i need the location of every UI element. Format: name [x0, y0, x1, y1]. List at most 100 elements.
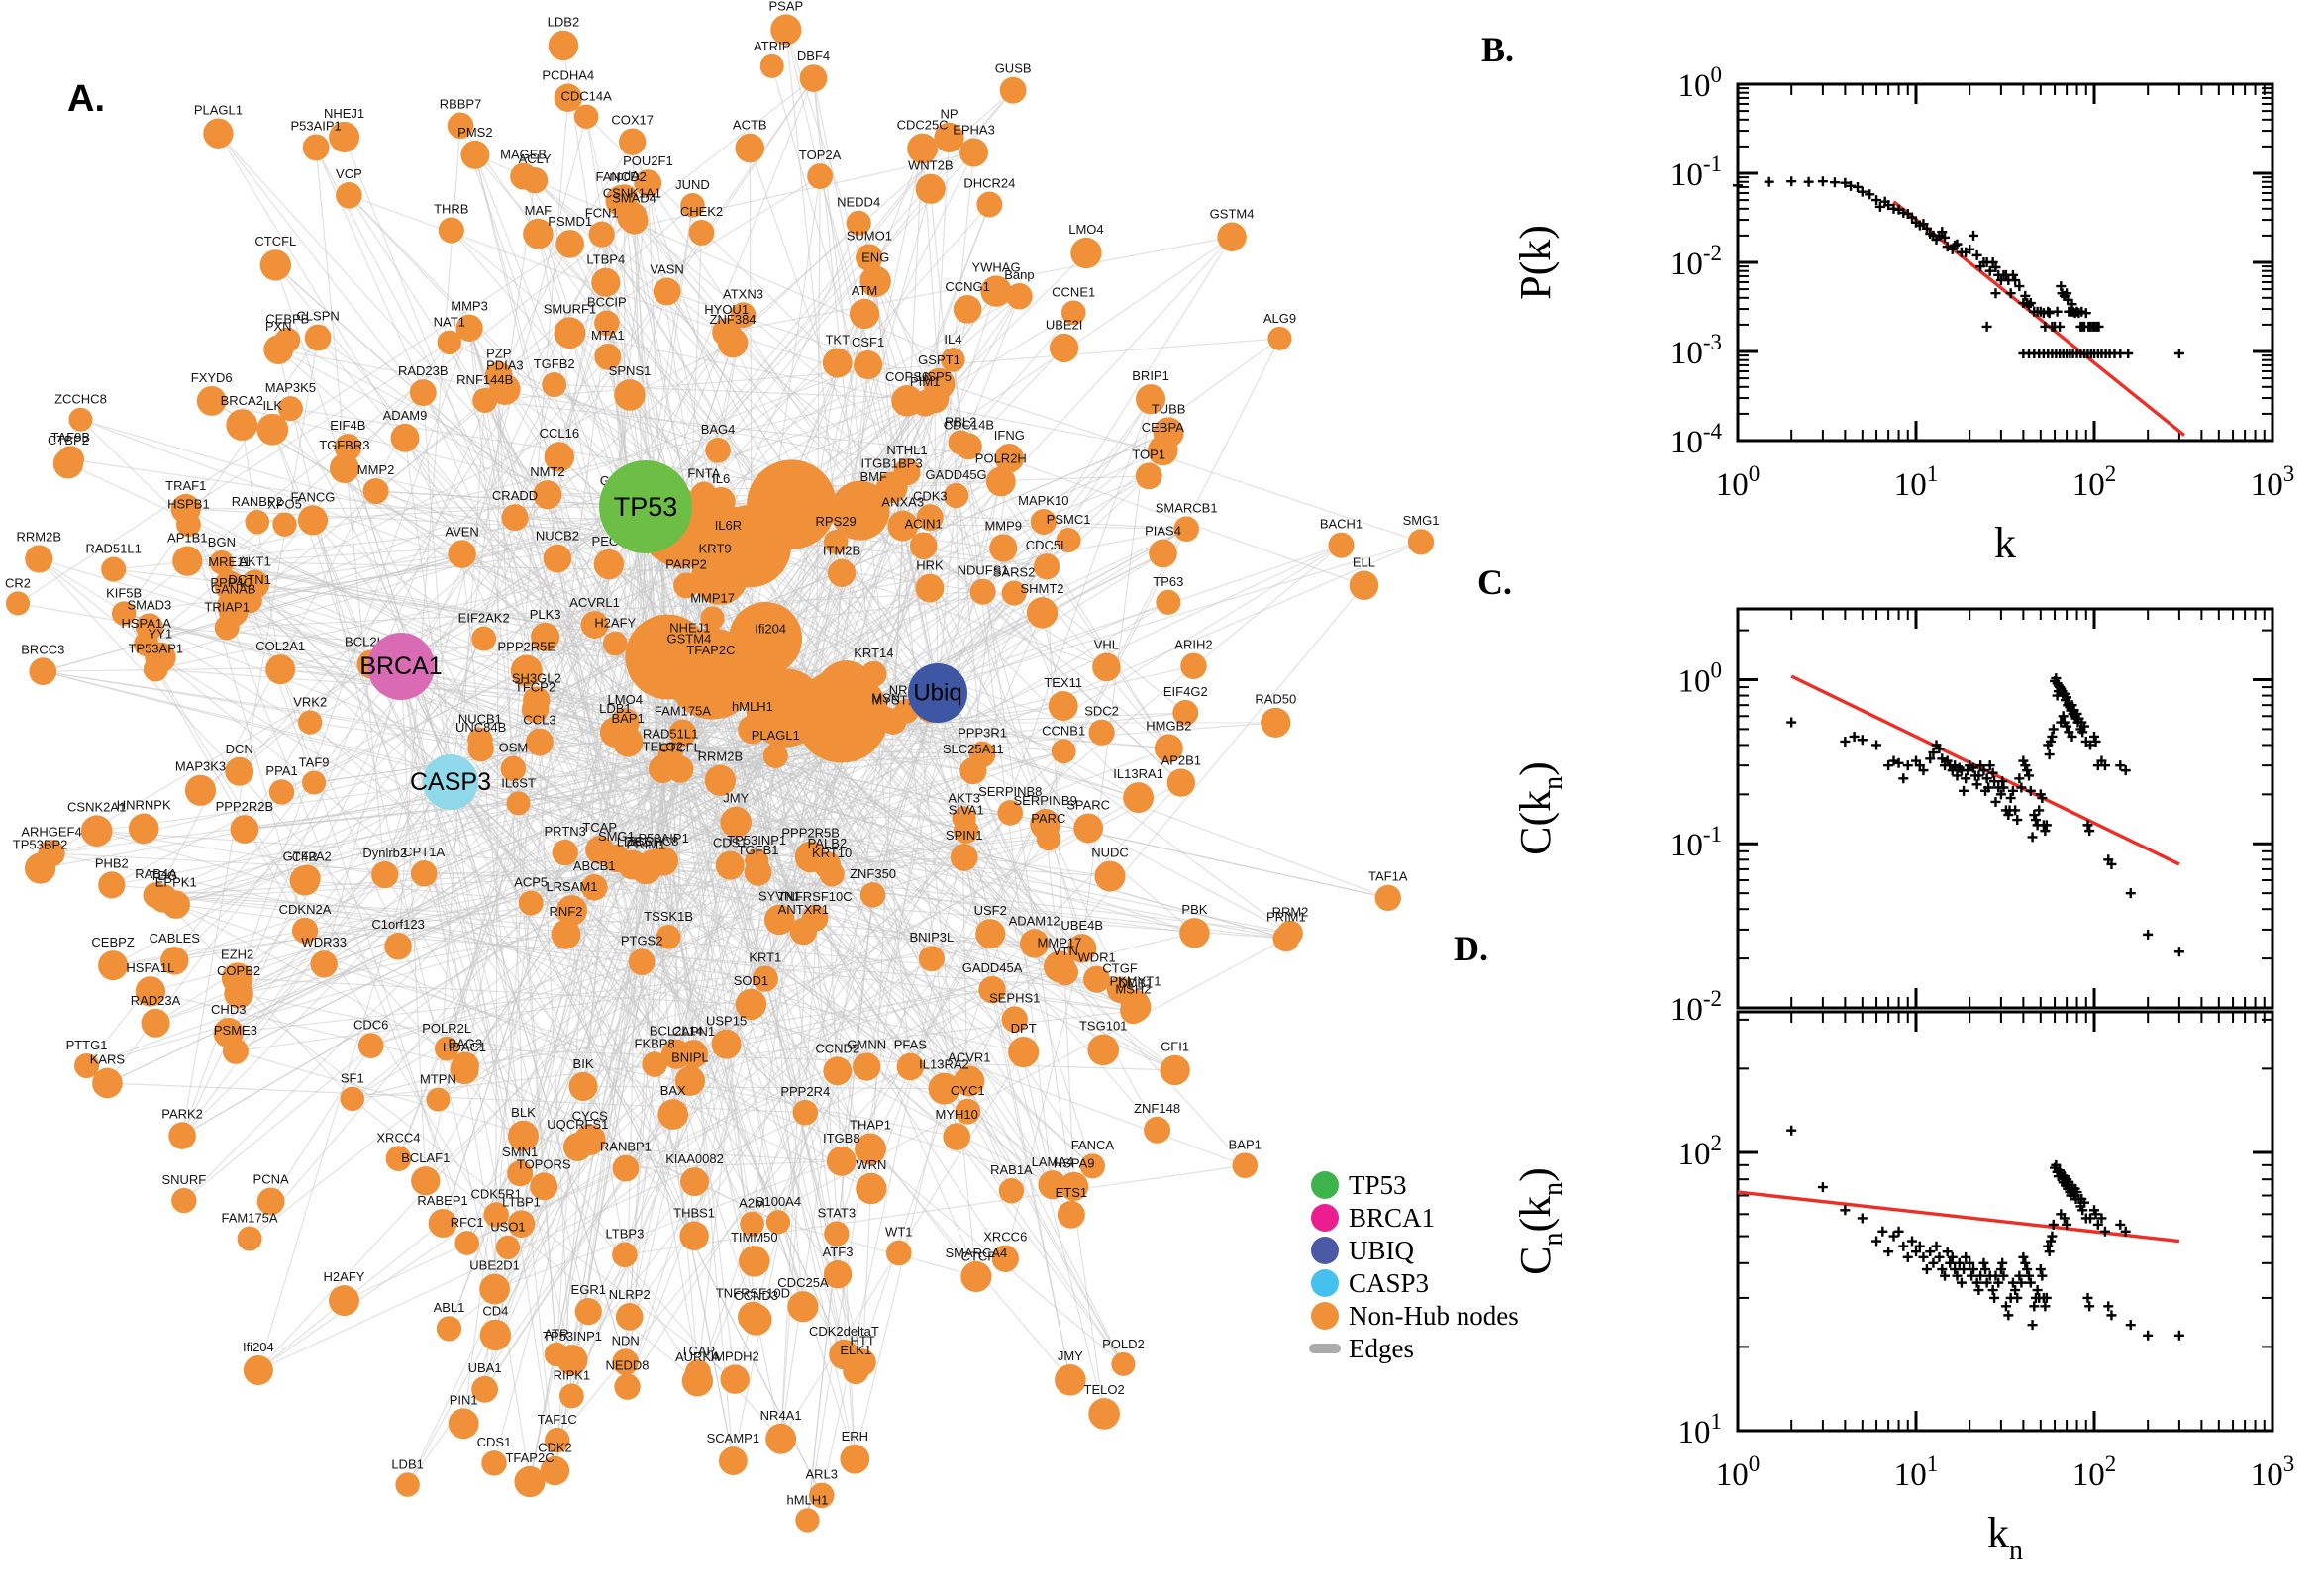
network-edge	[645, 295, 1020, 508]
network-edge	[967, 446, 1169, 749]
gene-node	[893, 458, 921, 486]
gene-label: CDC14B	[944, 417, 994, 432]
gene-label: hMLH1	[732, 699, 773, 714]
network-edge	[689, 650, 758, 1320]
y-tick-label: 10-2	[1670, 241, 1722, 282]
network-edge	[869, 528, 1187, 1149]
gene-node	[807, 163, 834, 190]
gene-node	[950, 844, 978, 871]
gene-label: ACLY	[519, 151, 552, 166]
gene-label: PLK3	[530, 607, 561, 622]
gene-node	[479, 1319, 512, 1351]
tick-exponent: 1	[1927, 1451, 1939, 1476]
data-point-marker	[2071, 708, 2082, 719]
gene-label: USO1	[490, 1220, 525, 1235]
gene-node	[434, 1036, 459, 1061]
gene-node	[799, 64, 828, 92]
data-point-marker	[1857, 186, 1868, 197]
gene-label: BNIPL	[671, 1050, 709, 1065]
gene-node	[740, 1303, 772, 1336]
gene-node	[302, 134, 330, 161]
gene-label: RRM2	[1272, 905, 1309, 920]
gene-label: FANCA	[1071, 1138, 1115, 1152]
gene-label: TP53BP2	[13, 837, 68, 851]
data-point-marker	[2047, 731, 2058, 742]
gene-label: Dynlrb2	[362, 846, 407, 860]
gene-node	[822, 348, 853, 378]
gene-label: FCN1	[585, 206, 619, 221]
gene-node	[329, 1285, 359, 1317]
network-edge	[183, 671, 712, 1202]
data-point-marker	[2067, 700, 2077, 711]
gene-label: IFNG	[994, 428, 1025, 443]
network-edge	[712, 528, 1187, 620]
network-edge	[569, 141, 634, 245]
gene-label: MMP17	[1038, 936, 1082, 950]
gene-node	[955, 1098, 981, 1125]
data-point-marker	[1998, 782, 2009, 793]
data-point-marker	[2040, 1301, 2051, 1312]
gene-label: LDB2	[548, 15, 580, 30]
network-edge	[107, 1082, 806, 1114]
data-point-marker	[2022, 765, 2033, 776]
gene-node	[960, 1260, 992, 1293]
tick-exponent: 3	[2283, 461, 2295, 486]
gene-label: BAP1	[1229, 1137, 1262, 1151]
gene-node	[840, 1444, 870, 1474]
gene-label: DHCR24	[963, 176, 1015, 191]
network-edge	[480, 748, 737, 824]
gene-label: KRT10	[812, 846, 852, 860]
network-edge	[257, 384, 556, 1371]
gene-node	[291, 917, 319, 944]
network-edge	[634, 220, 904, 527]
gene-label: TFAP2C	[505, 1450, 554, 1465]
gene-label: PLAGL1	[194, 102, 243, 117]
gene-node	[141, 1008, 170, 1038]
gene-node	[619, 128, 647, 155]
network-edge	[806, 692, 939, 1521]
gene-node	[5, 591, 31, 616]
gene-node	[479, 1273, 511, 1305]
tick-exponent: 2	[2105, 461, 2117, 486]
plot-panel-B	[1733, 82, 2274, 443]
y-axis-title: Cn(kn)	[1511, 1167, 1568, 1275]
gene-node	[438, 217, 464, 244]
gene-label: WNT2B	[908, 158, 954, 173]
gene-label: EPHA3	[953, 123, 995, 138]
network-edge	[641, 961, 968, 1113]
gene-label: PRTN3	[545, 824, 586, 839]
data-point-marker	[1961, 1251, 1971, 1262]
data-point-marker	[1911, 1247, 1921, 1257]
data-point-marker	[1888, 1231, 1899, 1242]
gene-node	[209, 549, 235, 575]
gene-node	[792, 1099, 819, 1126]
data-point-marker	[1803, 176, 1814, 187]
gene-label: PMS2	[457, 125, 492, 140]
gene-node	[385, 1146, 412, 1172]
network-edge	[404, 438, 452, 783]
network-edge	[1004, 948, 1083, 1259]
gene-node	[752, 965, 778, 992]
data-point-marker	[2077, 727, 2088, 738]
tick-base: 10	[1670, 828, 1703, 863]
gene-label: MRE11	[208, 554, 250, 569]
gene-node	[859, 265, 891, 297]
gene-label: IL6	[712, 471, 730, 486]
gene-label: VRK2	[293, 694, 327, 709]
data-point-marker	[1877, 1226, 1888, 1237]
tick-exponent: -4	[1703, 419, 1723, 444]
network-edge	[777, 1221, 979, 1278]
gene-node	[489, 373, 521, 405]
tick-base: 10	[1678, 1415, 1711, 1450]
network-edge	[181, 880, 306, 1137]
gene-node	[1407, 529, 1435, 555]
gene-label: DBF4	[797, 49, 830, 63]
data-point-marker	[2079, 721, 2090, 732]
network-labels-layer: CTCFLRAD51L1TELO2FAM175ARRM2BBAP1LMO4JMY…	[5, 0, 1439, 1507]
gene-node	[395, 1472, 420, 1497]
network-edge	[810, 398, 1152, 857]
data-point-marker	[1945, 1257, 1956, 1268]
gene-node	[928, 1072, 960, 1105]
gene-label: TRAF1	[165, 478, 206, 493]
data-point-marker	[1969, 762, 1978, 773]
